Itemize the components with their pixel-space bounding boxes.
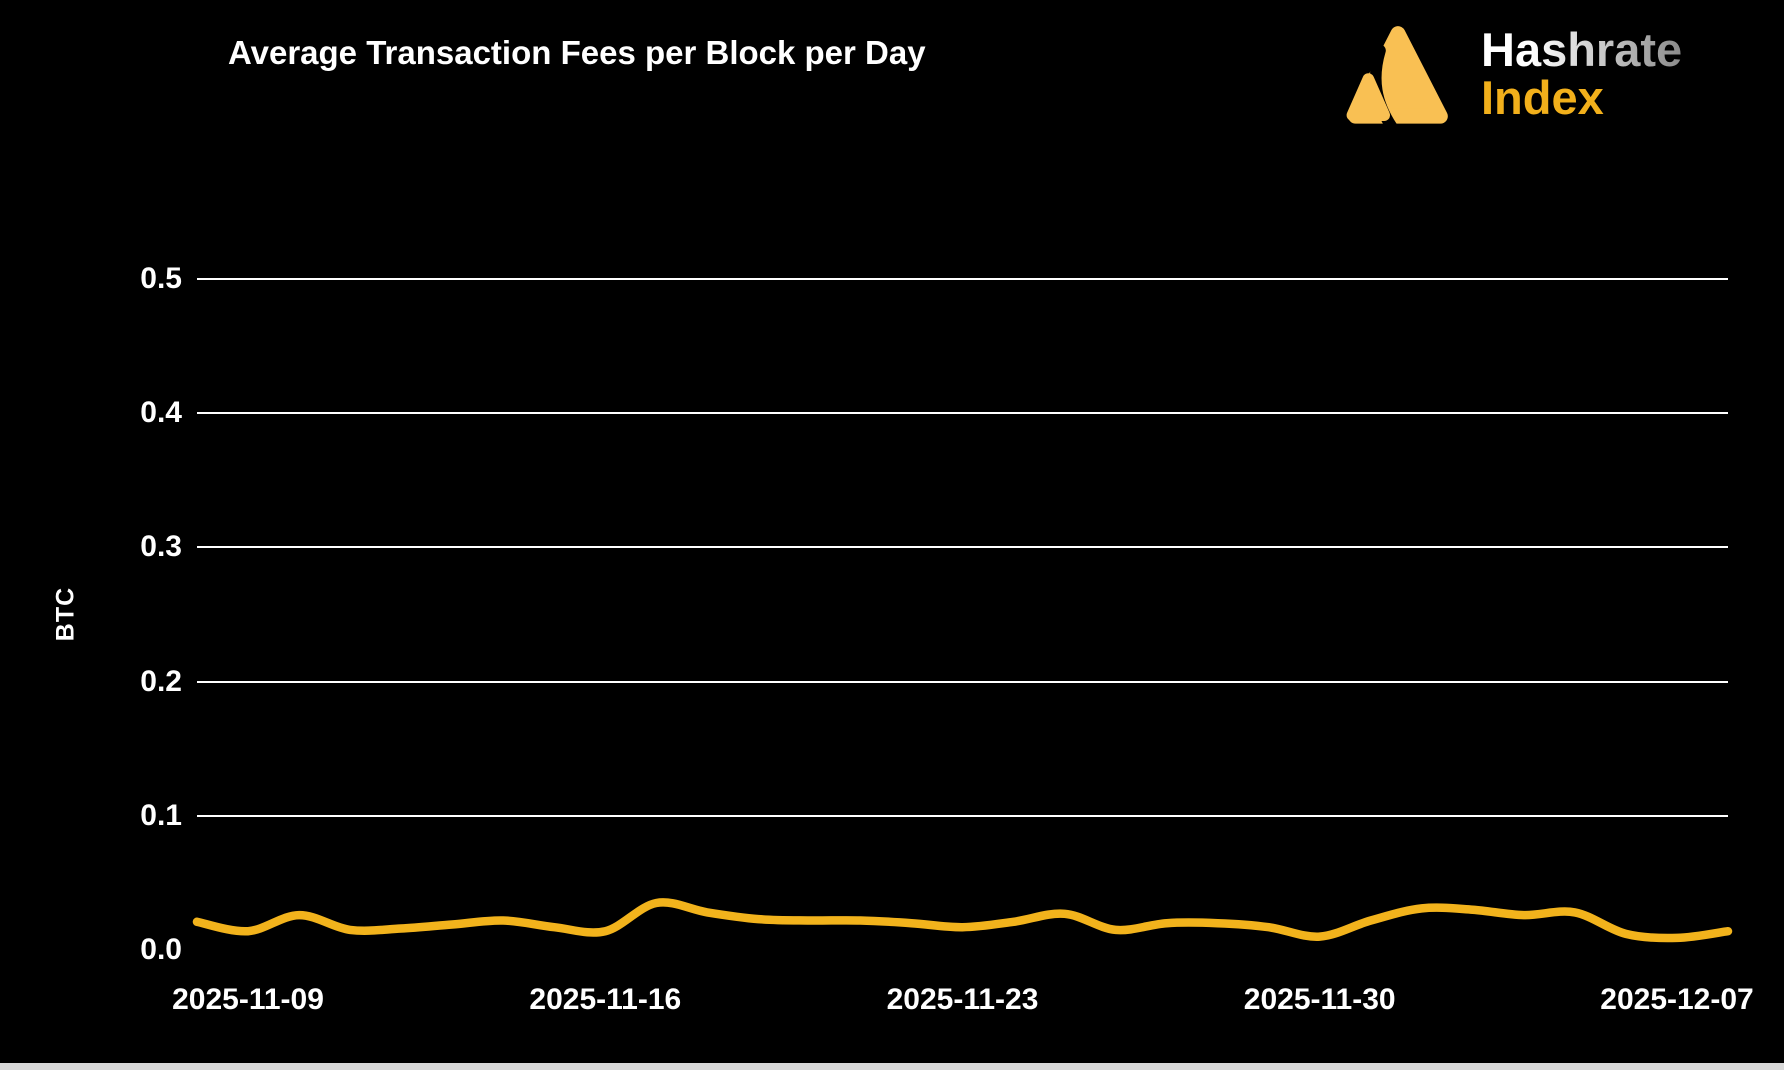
bottom-window-edge [0, 1063, 1784, 1070]
y-tick-label-0.0: 0.0 [140, 933, 182, 966]
x-tick-label-2025-11-09: 2025-11-09 [172, 983, 324, 1016]
x-tick-label-2025-11-30: 2025-11-30 [1243, 983, 1396, 1016]
gridline-0.2 [197, 680, 1728, 683]
x-tick-label-2025-12-07: 2025-12-07 [1600, 983, 1754, 1016]
fees-line-series [192, 898, 1733, 943]
logo-text-hashrate: Hashrate [1481, 23, 1683, 76]
chart-title: Average Transaction Fees per Block per D… [228, 34, 926, 71]
x-tick-label-2025-11-23: 2025-11-23 [886, 983, 1039, 1016]
gridline-0.5 [197, 278, 1728, 280]
logo-wordmark: Hashrate Index [1481, 26, 1682, 122]
x-tick-label-2025-11-16: 2025-11-16 [529, 983, 682, 1016]
y-tick-label-0.1: 0.1 [140, 798, 182, 832]
logo-small-triangle [1346, 73, 1391, 121]
y-tick-label-0.2: 0.2 [140, 664, 182, 698]
gridline-0.3 [197, 546, 1728, 549]
hashrate-index-triangle-icon [1346, 26, 1448, 130]
y-tick-label-0.4: 0.4 [140, 396, 182, 430]
logo-text-index: Index [1481, 71, 1604, 124]
hashrate-index-logo: Hashrate Index [1341, 24, 1682, 130]
y-tick-label-0.5: 0.5 [140, 262, 182, 295]
y-tick-label-0.3: 0.3 [140, 530, 182, 564]
gridline-0.4 [197, 412, 1728, 415]
gridline-0.1 [197, 814, 1728, 817]
